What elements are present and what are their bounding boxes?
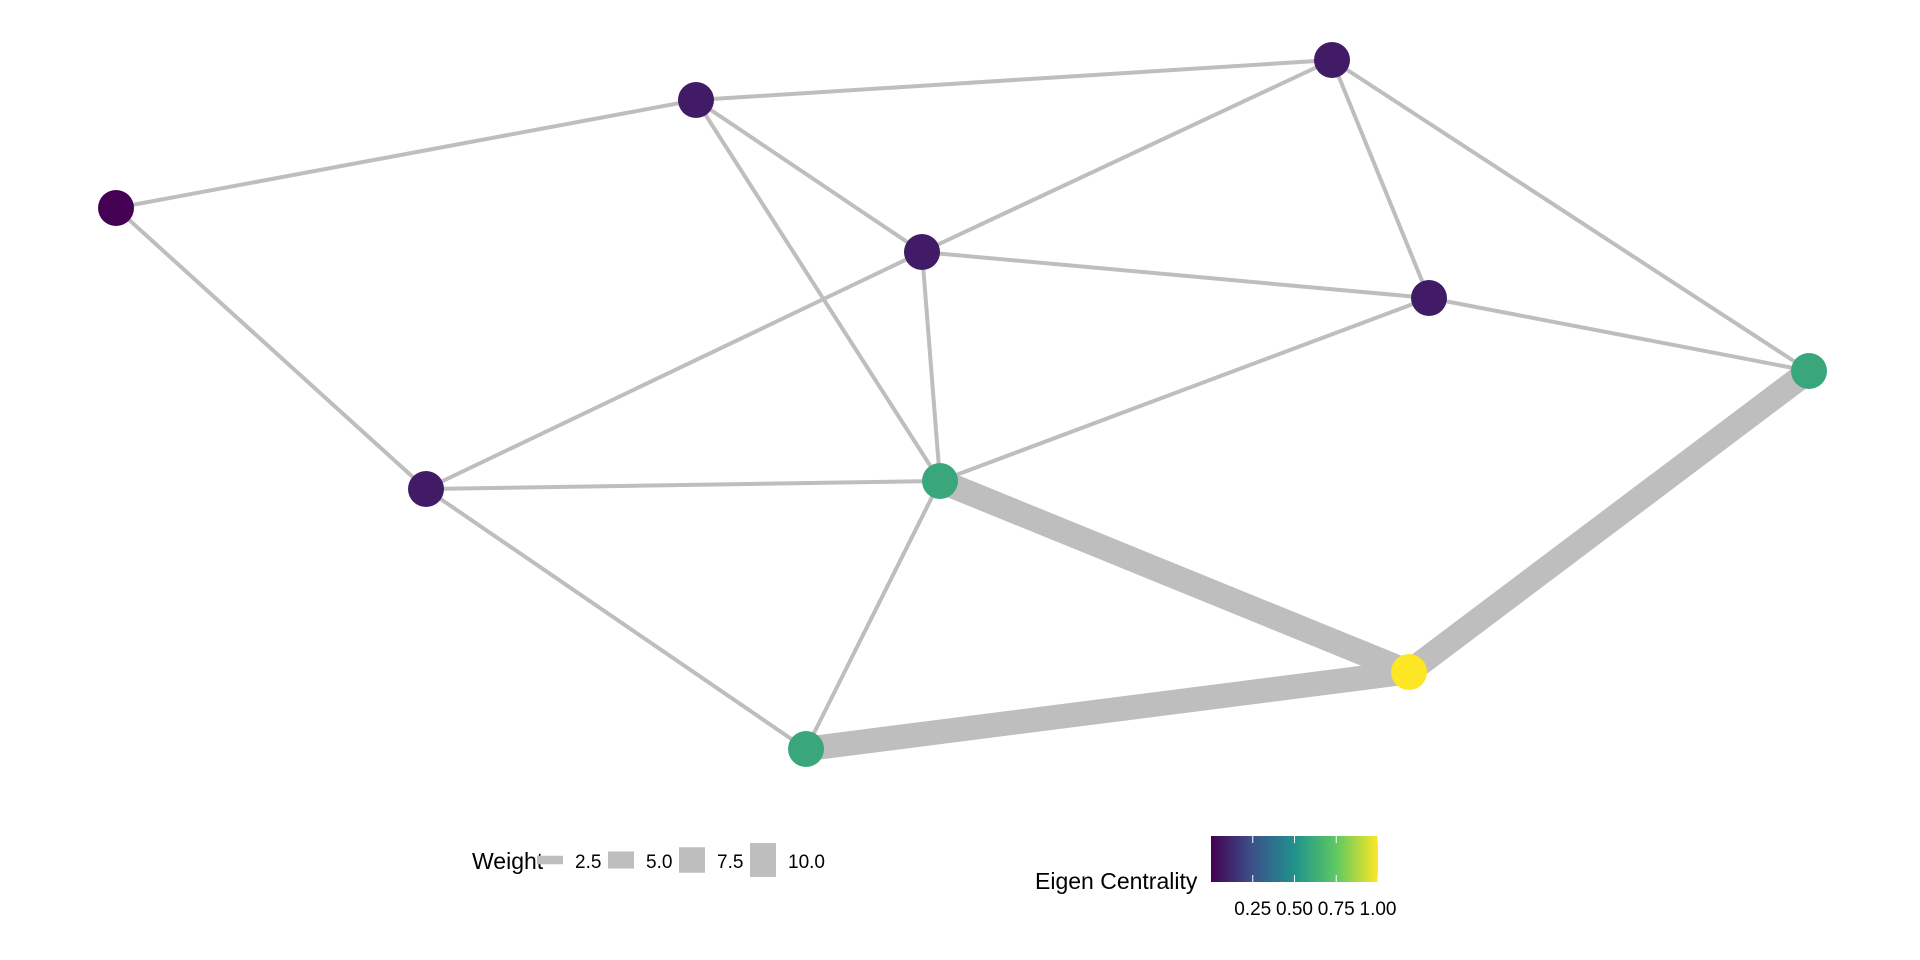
edge-B-C bbox=[695, 58, 1333, 102]
edge-H-J bbox=[804, 480, 942, 750]
edge-I-F bbox=[1401, 361, 1817, 682]
colorbar-tick-label: 0.50 bbox=[1276, 899, 1313, 920]
weight-key-1 bbox=[608, 851, 634, 869]
edge-A-B bbox=[115, 98, 697, 210]
edge-E-H bbox=[939, 296, 1430, 483]
weight-key-label: 2.5 bbox=[575, 852, 601, 873]
nodes-layer bbox=[98, 42, 1827, 767]
edge-I-J bbox=[804, 659, 1411, 762]
weight-legend-title: Weight bbox=[472, 848, 544, 874]
colorbar-tick-label: 1.00 bbox=[1360, 899, 1397, 920]
edge-D-E bbox=[921, 250, 1430, 300]
colorbar bbox=[1211, 836, 1378, 882]
eigen-legend: Eigen Centrality 0.25 0.50 0.75 1.00 bbox=[1035, 836, 1396, 920]
edge-B-D bbox=[694, 98, 924, 254]
edge-H-I bbox=[935, 469, 1414, 684]
eigen-legend-title: Eigen Centrality bbox=[1035, 868, 1198, 894]
weight-legend: Weight 2.5 5.0 7.5 10.0 bbox=[472, 843, 825, 877]
edge-G-H bbox=[425, 479, 941, 491]
node-B[interactable] bbox=[678, 82, 714, 118]
node-E[interactable] bbox=[1411, 280, 1447, 316]
node-C[interactable] bbox=[1314, 42, 1350, 78]
node-J[interactable] bbox=[788, 731, 824, 767]
edge-C-E bbox=[1330, 59, 1431, 299]
edge-D-H bbox=[920, 251, 942, 482]
weight-key-0 bbox=[537, 855, 563, 865]
node-G[interactable] bbox=[408, 471, 444, 507]
node-H[interactable] bbox=[922, 463, 958, 499]
node-F[interactable] bbox=[1791, 353, 1827, 389]
edges-layer bbox=[114, 58, 1817, 762]
weight-key-label: 5.0 bbox=[646, 852, 672, 873]
node-A[interactable] bbox=[98, 190, 134, 226]
node-D[interactable] bbox=[904, 234, 940, 270]
colorbar-tick-label: 0.25 bbox=[1234, 899, 1271, 920]
edge-B-H bbox=[694, 98, 942, 483]
edge-E-F bbox=[1428, 296, 1810, 373]
weight-key-label: 10.0 bbox=[788, 852, 825, 873]
colorbar-tick-label: 0.75 bbox=[1318, 899, 1355, 920]
node-I[interactable] bbox=[1391, 654, 1427, 690]
weight-key-label: 7.5 bbox=[717, 852, 743, 873]
weight-key-3 bbox=[750, 843, 776, 877]
weight-key-2 bbox=[679, 847, 705, 873]
edge-A-G bbox=[114, 206, 428, 491]
edge-C-F bbox=[1330, 58, 1811, 373]
edge-G-J bbox=[424, 487, 808, 751]
edge-C-D bbox=[921, 58, 1333, 254]
edge-D-G bbox=[425, 250, 923, 491]
